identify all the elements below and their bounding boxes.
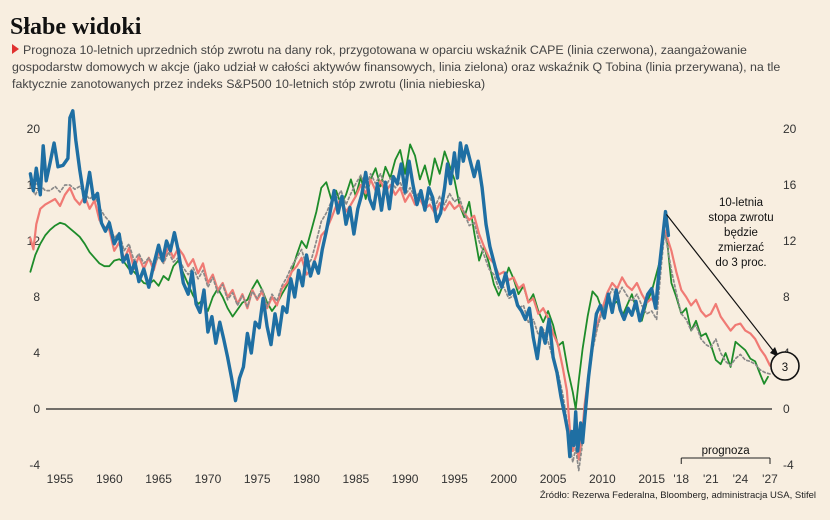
forecast-annotation: prognoza 10-letnia stopa zwrotu będzie zmier… [665, 197, 800, 464]
series-line-tobin-q [29, 172, 771, 472]
x-tick-label: 1975 [244, 472, 271, 486]
series-line-sp500 [28, 109, 671, 459]
x-tick-label: '27 [762, 472, 778, 486]
series-line-cape [29, 178, 772, 461]
y-tick-label-right: -4 [783, 458, 794, 472]
forecast-label: prognoza [702, 445, 751, 457]
y-tick-label-left: 0 [33, 402, 40, 416]
triangle-marker-icon [12, 44, 19, 54]
y-tick-label-left: 20 [27, 122, 41, 136]
x-tick-label: '24 [733, 472, 749, 486]
y-tick-label-right: 0 [783, 402, 790, 416]
x-tick-label: '21 [703, 472, 719, 486]
x-tick-label: 2005 [540, 472, 567, 486]
chart-title: Słabe widoki [10, 14, 142, 40]
y-tick-label-left: -4 [29, 458, 40, 472]
x-tick-label: 2010 [589, 472, 616, 486]
annotation-text-line: stopa zwrotu [708, 212, 773, 224]
series-line-equity-allocation [29, 143, 769, 410]
x-tick-label: 1995 [441, 472, 468, 486]
y-tick-label-left: 4 [33, 346, 40, 360]
x-tick-label: 1980 [293, 472, 320, 486]
y-tick-label-right: 16 [783, 178, 797, 192]
annotation-text-line: 10-letnia [719, 197, 764, 209]
x-tick-label: '18 [673, 472, 689, 486]
annotation-text-line: będzie [724, 227, 758, 239]
annotation-arrow-line [665, 214, 776, 354]
x-tick-label: 1990 [392, 472, 419, 486]
y-tick-label-right: 20 [783, 122, 797, 136]
y-tick-label-left: 8 [33, 290, 40, 304]
annotation-value: 3 [782, 362, 788, 374]
y-tick-label-right: 8 [783, 290, 790, 304]
annotation-circle [770, 351, 800, 381]
annotation-text-line: do 3 proc. [715, 257, 766, 269]
chart-subtitle: Prognoza 10-letnich uprzednich stóp zwro… [12, 42, 817, 93]
y-tick-label-right: 12 [783, 234, 797, 248]
subtitle-text: Prognoza 10-letnich uprzednich stóp zwro… [12, 43, 781, 91]
x-tick-label: 1965 [145, 472, 172, 486]
x-tick-label: 1970 [195, 472, 222, 486]
x-tick-label: 1960 [96, 472, 123, 486]
series-lines [28, 109, 772, 472]
annotation-text-line: zmierzać [718, 242, 764, 254]
x-axis: 1955 1960 1965 1970 1975 1980 1985 1990 1995 2000… [47, 472, 778, 486]
x-tick-label: 2000 [490, 472, 517, 486]
source-note: Źródło: Rezerwa Federalna, Bloomberg, ad… [539, 490, 816, 501]
x-tick-label: 1955 [47, 472, 74, 486]
x-tick-label: 2015 [638, 472, 665, 486]
x-tick-label: 1985 [342, 472, 369, 486]
